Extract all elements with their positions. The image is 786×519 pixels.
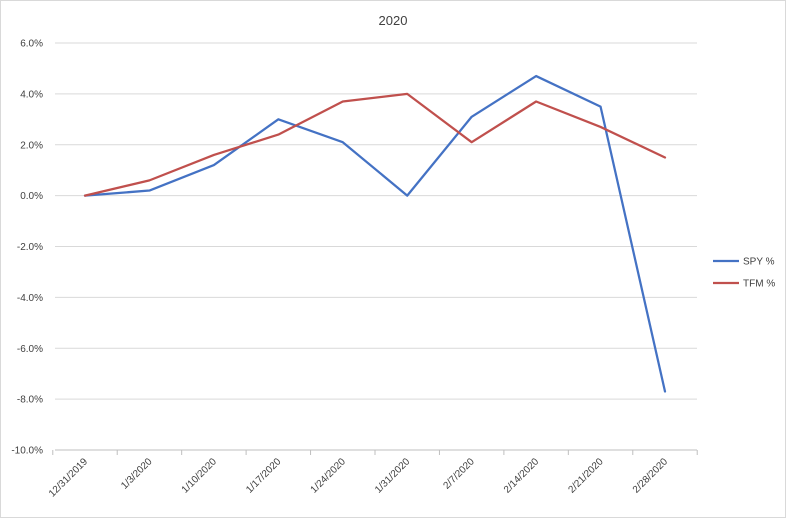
- x-tick-label: 2/21/2020: [566, 456, 606, 496]
- series-line: [83, 92, 667, 197]
- y-tick-label: 6.0%: [20, 39, 43, 50]
- x-tick-label: 1/10/2020: [180, 456, 220, 496]
- x-tick-label: 1/3/2020: [119, 456, 155, 492]
- y-tick-label: -4.0%: [17, 293, 43, 304]
- x-tick-label: 1/17/2020: [244, 456, 284, 496]
- y-tick-label: 4.0%: [20, 89, 43, 100]
- x-tick-label: 12/31/2019: [47, 456, 90, 499]
- x-tick-label: 1/31/2020: [373, 456, 413, 496]
- x-tick-label: 1/24/2020: [309, 456, 349, 496]
- y-tick-label: -2.0%: [17, 242, 43, 253]
- series-lines: [83, 74, 667, 393]
- legend: SPY % TFM %: [713, 257, 775, 290]
- x-axis-tick-labels: 12/31/2019 1/3/2020 1/10/2020 1/17/2020 1/24…: [47, 456, 670, 499]
- y-axis-tick-labels: 6.0% 4.0% 2.0% 0.0% -2.0% -4.0% -6.0% -8.0% -10.…: [11, 39, 43, 457]
- y-tick-label: 0.0%: [20, 191, 43, 202]
- legend-label: SPY %: [743, 257, 775, 268]
- series-line: [83, 74, 667, 393]
- chart-title: 2020: [379, 13, 408, 28]
- gridlines: [52, 42, 698, 455]
- y-tick-label: 2.0%: [20, 140, 43, 151]
- y-tick-label: -8.0%: [17, 395, 43, 406]
- y-tick-label: -10.0%: [11, 446, 43, 457]
- y-tick-label: -6.0%: [17, 344, 43, 355]
- x-tick-label: 2/7/2020: [441, 456, 477, 492]
- x-tick-label: 2/14/2020: [502, 456, 542, 496]
- x-tick-label: 2/28/2020: [631, 456, 671, 496]
- legend-label: TFM %: [743, 279, 775, 290]
